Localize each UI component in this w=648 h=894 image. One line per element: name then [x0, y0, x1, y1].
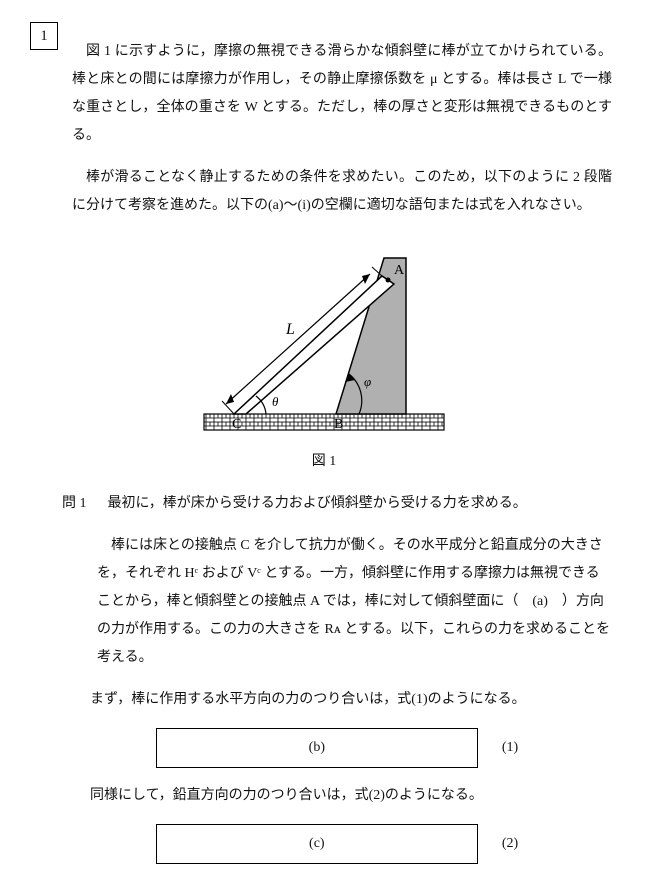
intro-text: 図 1 に示すように，摩擦の無視できる滑らかな傾斜壁に棒が立てかけられている。棒…: [72, 44, 612, 143]
eq-number-2: (2): [502, 830, 518, 858]
q1-subline-2-text: 同様にして，鉛直方向の力のつり合いは，式(2)のようになる。: [90, 788, 483, 803]
L-label: L: [285, 321, 295, 338]
C-label: C: [232, 417, 241, 432]
B-label: B: [334, 417, 343, 432]
problem-number: 1: [40, 21, 48, 51]
figure-svg: θ φ L A B C: [174, 234, 474, 444]
q1-head-text: 最初に，棒が床から受ける力および傾斜壁から受ける力を求める。: [108, 496, 527, 511]
para2-text: 棒が滑ることなく静止するための条件を求めたい。このため，以下のように 2 段階に…: [72, 170, 612, 213]
blank-box-c: (c): [156, 824, 478, 864]
eq-number-1: (1): [502, 734, 518, 762]
figure-1: θ φ L A B C 図 1: [36, 234, 612, 476]
problem-number-box: 1: [30, 22, 58, 50]
q1-subline-2: 同様にして，鉛直方向の力のつり合いは，式(2)のようになる。: [76, 782, 612, 810]
theta-label: θ: [272, 394, 279, 409]
q1-body-1: 棒には床との接触点 C を介して抗力が働く。その水平成分と鉛直成分の大きさを，そ…: [97, 532, 612, 672]
figure-caption: 図 1: [312, 448, 337, 476]
q1-subline-1: まず，棒に作用する水平方向の力のつり合いは，式(1)のようになる。: [76, 686, 612, 714]
q1-head: 問 1 最初に，棒が床から受ける力および傾斜壁から受ける力を求める。: [62, 490, 612, 518]
dim-L-arrow-bottom: [226, 394, 234, 404]
second-paragraph: 棒が滑ることなく静止するための条件を求めたい。このため，以下のように 2 段階に…: [72, 164, 612, 220]
q1-subline-1-text: まず，棒に作用する水平方向の力のつり合いは，式(1)のようになる。: [90, 692, 526, 707]
point-A-dot: [386, 278, 391, 283]
equation-row-2: (c) (2): [62, 824, 612, 864]
A-label: A: [394, 263, 405, 278]
q1-body-1-text: 棒には床との接触点 C を介して抗力が働く。その水平成分と鉛直成分の大きさを，そ…: [97, 538, 610, 665]
blank-box-b: (b): [156, 728, 478, 768]
blank-c-label: (c): [309, 830, 325, 858]
inclined-wall: [336, 258, 406, 414]
question-1: 問 1 最初に，棒が床から受ける力および傾斜壁から受ける力を求める。 棒には床と…: [62, 490, 612, 864]
dim-L-arrow-top: [362, 274, 370, 284]
phi-label: φ: [364, 374, 371, 389]
q1-label: 問 1: [62, 496, 87, 511]
blank-b-label: (b): [309, 734, 325, 762]
intro-paragraph: 図 1 に示すように，摩擦の無視できる滑らかな傾斜壁に棒が立てかけられている。棒…: [72, 38, 612, 150]
equation-row-1: (b) (1): [62, 728, 612, 768]
